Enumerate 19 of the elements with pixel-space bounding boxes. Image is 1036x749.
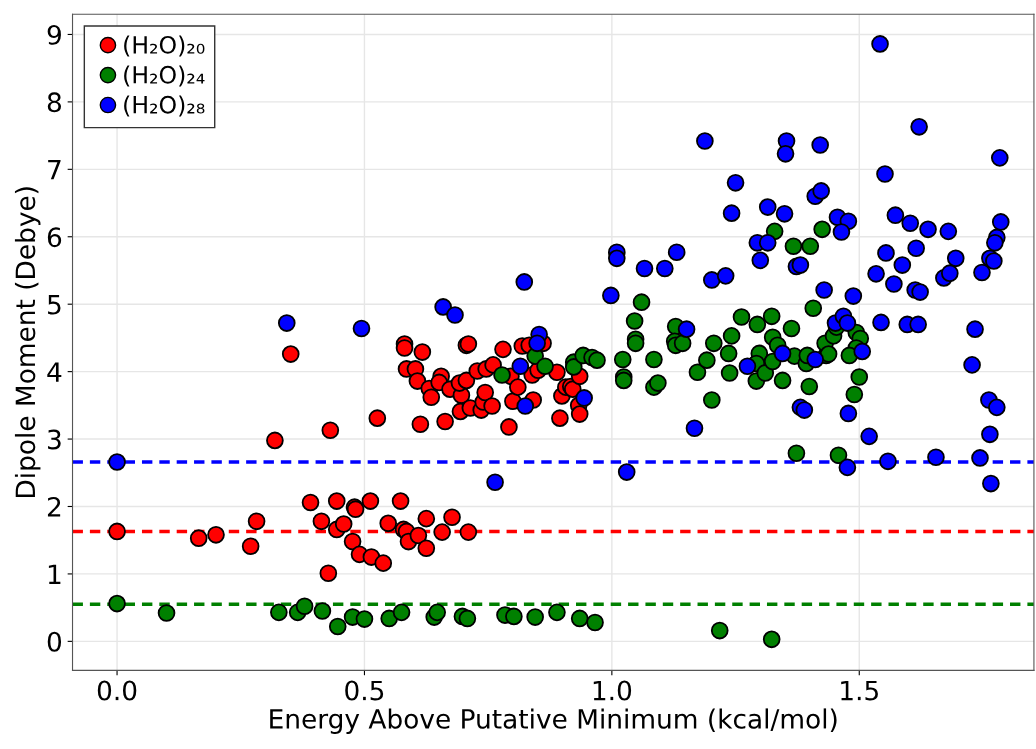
y-tick-label: 4 bbox=[47, 362, 62, 382]
y-tick-label: 8 bbox=[47, 92, 61, 113]
x-tick-label: 0.0 bbox=[97, 680, 137, 701]
y-tick-label: 9 bbox=[47, 24, 61, 45]
y-tick-label: 7 bbox=[48, 160, 61, 180]
legend-label: (H₂O)₂₄ bbox=[124, 65, 205, 87]
y-tick-label: 6 bbox=[47, 227, 62, 248]
legend-label: (H₂O)₂₈ bbox=[124, 95, 205, 117]
x-tick-label: 1.5 bbox=[841, 680, 878, 701]
x-tick-label: 0.5 bbox=[345, 680, 384, 701]
y-tick-label: 0 bbox=[47, 631, 62, 652]
y-tick-label: 5 bbox=[48, 294, 61, 315]
y-tick-label: 1 bbox=[48, 564, 61, 584]
legend-label: (H₂O)₂₀ bbox=[124, 35, 205, 57]
x-tick-label: 1.0 bbox=[593, 680, 632, 701]
y-tick-label: 2 bbox=[47, 496, 61, 517]
y-tick-label: 3 bbox=[48, 429, 61, 450]
x-axis-title: Energy Above Putative Minimum (kcal/mol) bbox=[270, 708, 837, 734]
y-axis-title: Dipole Moment (Debye) bbox=[14, 187, 41, 497]
